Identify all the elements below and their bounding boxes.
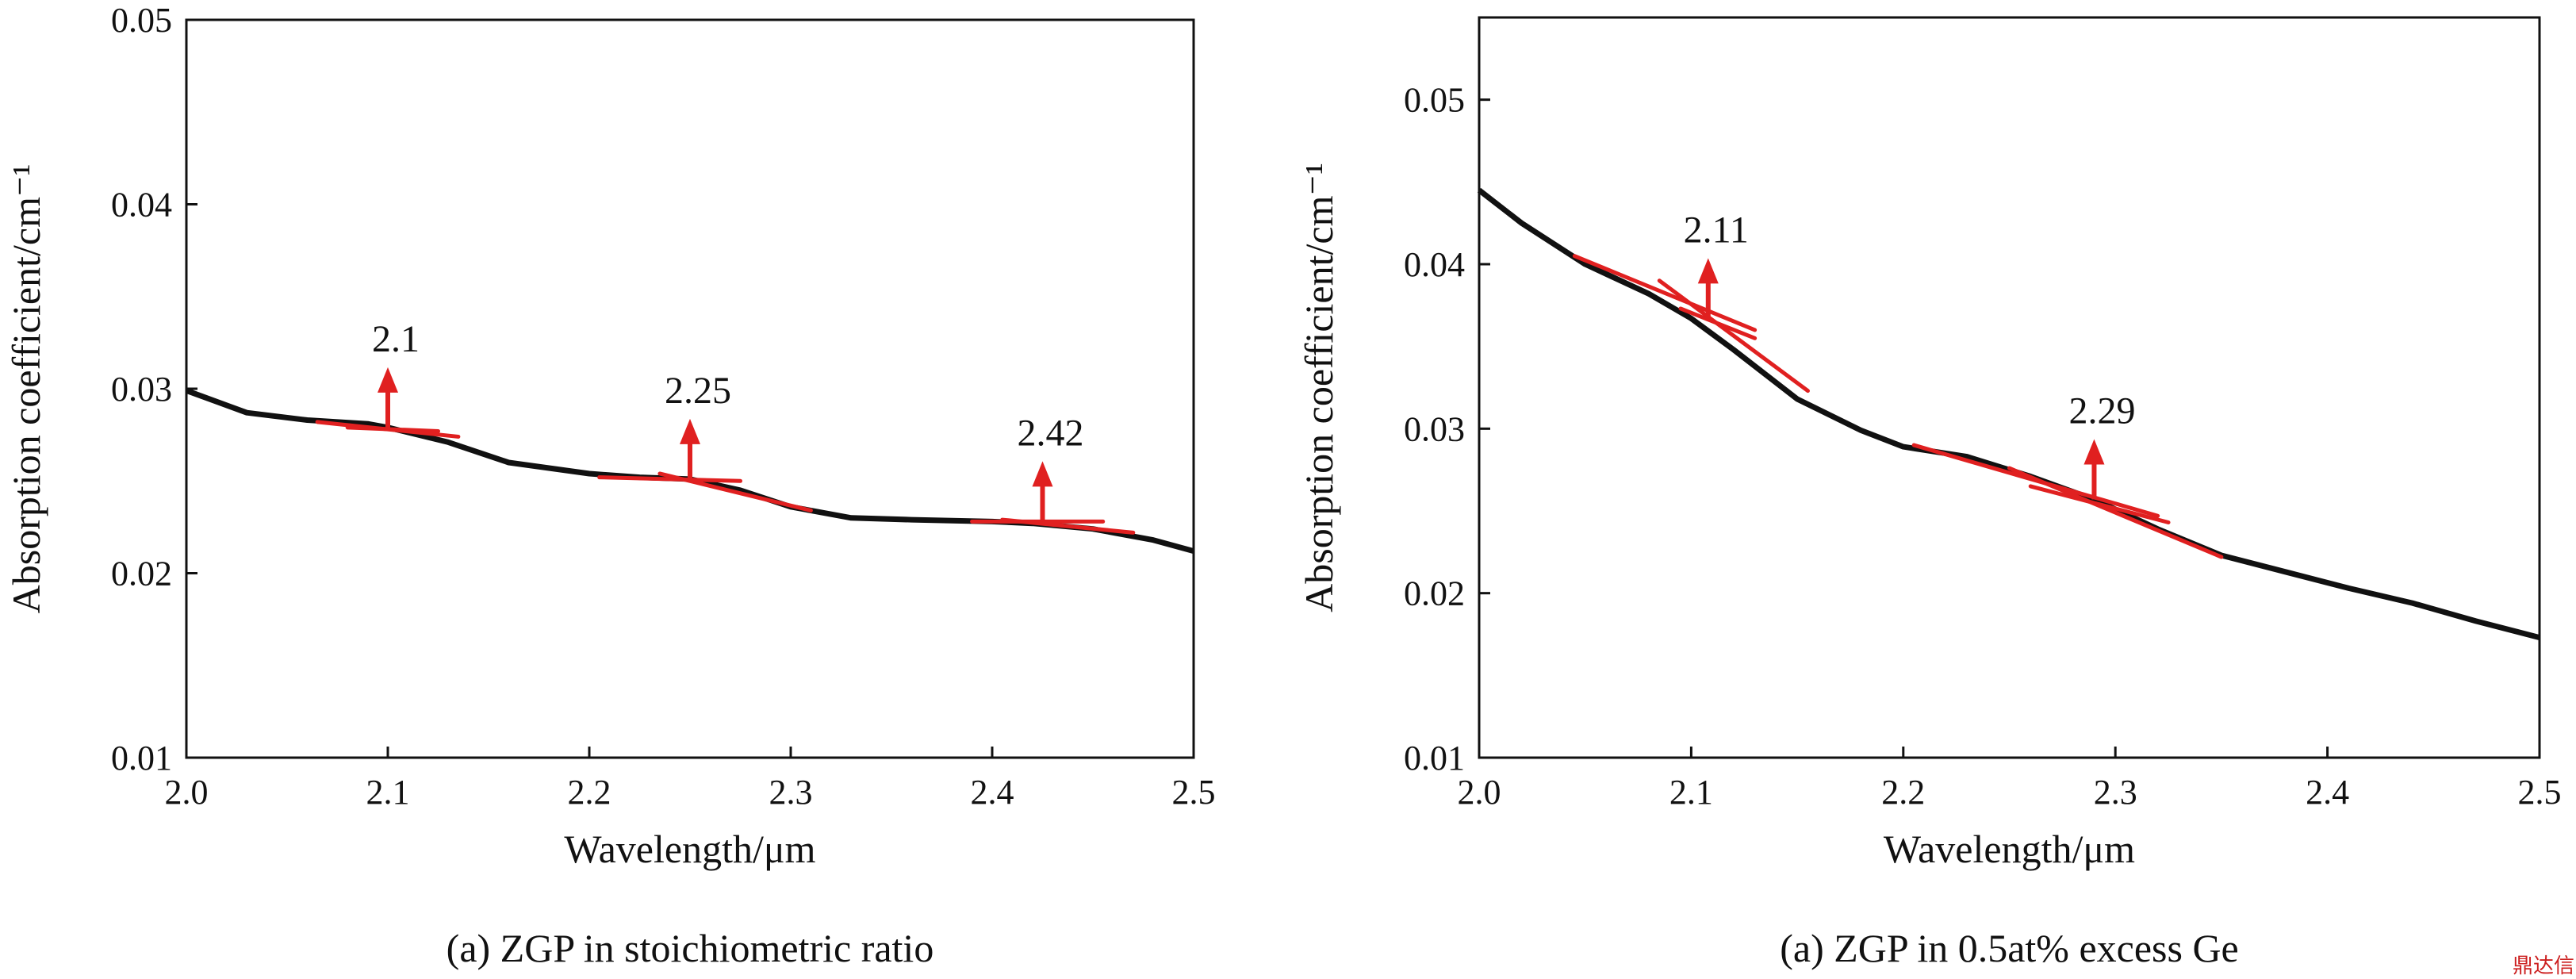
figure-caption: (a) ZGP in stoichiometric ratio <box>447 926 934 970</box>
x-axis-label: Wavelength/μm <box>1884 827 2135 871</box>
tangent-line <box>2028 484 2171 525</box>
y-tick-label: 0.05 <box>111 1 172 40</box>
annotation-label: 2.11 <box>1684 209 1749 251</box>
x-tick-label: 2.2 <box>568 773 611 812</box>
chart-stoichiometric: 2.0 2.1 2.2 2.3 2.4 2.5 0.01 0.02 0.03 0.04 0.05 Wa… <box>4 1 1216 970</box>
x-tick-label: 2.1 <box>1669 773 1713 812</box>
y-tick-label: 0.02 <box>1404 574 1465 613</box>
x-axis-label: Wavelength/μm <box>564 827 815 871</box>
tangent-line <box>1678 306 1758 340</box>
y-tick-label: 0.03 <box>111 370 172 409</box>
y-tick-label: 0.04 <box>1404 245 1465 284</box>
x-tick-label: 2.5 <box>1172 773 1216 812</box>
x-tick-label: 2.3 <box>769 773 813 812</box>
x-tick-label: 2.5 <box>2518 773 2562 812</box>
annotation-arrow-head <box>1697 258 1719 284</box>
annotation-arrow-head <box>378 367 398 393</box>
plot-frame <box>1478 16 2541 759</box>
tangent-line <box>1572 254 1758 332</box>
annotation-label: 2.25 <box>665 370 731 412</box>
x-tick-label: 2.0 <box>1458 773 1501 812</box>
x-tick-label: 2.1 <box>366 773 410 812</box>
annotation-arrow-head <box>2083 439 2105 465</box>
y-axis-label: Absorption coefficient/cm⁻¹ <box>1297 163 1341 612</box>
figure-caption: (a) ZGP in 0.5at% excess Ge <box>1780 926 2239 970</box>
annotation-label: 2.1 <box>372 318 420 360</box>
watermark-logo: 鼎达信 <box>2513 954 2574 978</box>
x-tick-label: 2.2 <box>1881 773 1925 812</box>
annotation-label: 2.42 <box>1018 412 1084 454</box>
absorption-curve-0 <box>1477 187 2540 640</box>
y-tick-label: 0.04 <box>111 186 172 225</box>
annotation-arrow-head <box>680 418 700 444</box>
tangent-line <box>1000 517 1136 535</box>
x-tick-label: 2.4 <box>971 773 1014 812</box>
tangent-line <box>1657 278 1810 394</box>
tangent-line <box>345 425 440 433</box>
annotation-label: 2.29 <box>2068 390 2135 432</box>
y-axis-label: Absorption coefficient/cm⁻¹ <box>4 164 48 614</box>
y-tick-label: 0.01 <box>1404 739 1465 777</box>
y-tick-label: 0.05 <box>1404 81 1465 120</box>
y-tick-label: 0.01 <box>111 739 172 777</box>
y-tick-label: 0.03 <box>1404 409 1465 448</box>
tangent-line <box>657 471 813 513</box>
x-tick-label: 2.0 <box>165 773 209 812</box>
x-tick-label: 2.3 <box>2094 773 2137 812</box>
tangent-line <box>2007 466 2224 559</box>
tangent-line <box>597 475 742 483</box>
chart-excess-ge: 2.0 2.1 2.2 2.3 2.4 2.5 0.01 0.02 0.03 0.04 0.05 Wa… <box>1297 16 2562 970</box>
annotation-arrow-head <box>1032 461 1053 487</box>
y-tick-label: 0.02 <box>111 555 172 593</box>
x-tick-label: 2.4 <box>2306 773 2349 812</box>
